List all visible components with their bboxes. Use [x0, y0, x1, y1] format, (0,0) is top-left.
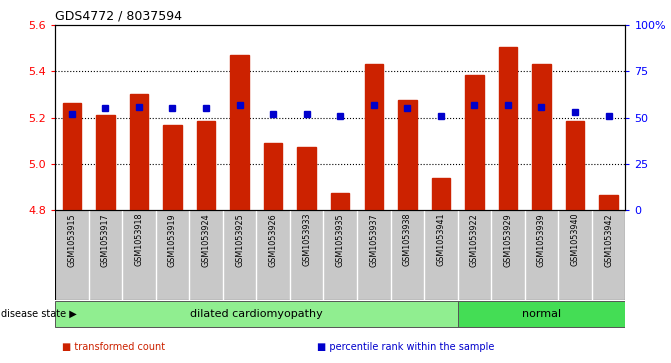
Text: GSM1053917: GSM1053917 — [101, 213, 110, 266]
Bar — [532, 64, 551, 210]
Text: GSM1053939: GSM1053939 — [537, 213, 546, 266]
Text: GSM1053938: GSM1053938 — [403, 213, 412, 266]
Bar — [431, 178, 450, 210]
Text: GSM1053925: GSM1053925 — [235, 213, 244, 267]
Bar — [297, 147, 316, 210]
Text: dilated cardiomyopathy: dilated cardiomyopathy — [190, 309, 323, 319]
Text: GSM1053919: GSM1053919 — [168, 213, 177, 266]
Text: GSM1053935: GSM1053935 — [336, 213, 345, 266]
Text: ■ transformed count: ■ transformed count — [62, 342, 165, 352]
Text: GSM1053915: GSM1053915 — [67, 213, 76, 266]
Text: GSM1053924: GSM1053924 — [201, 213, 211, 266]
Text: GSM1053922: GSM1053922 — [470, 213, 479, 267]
Text: GSM1053926: GSM1053926 — [268, 213, 278, 266]
Bar — [364, 64, 383, 210]
Text: GSM1053940: GSM1053940 — [570, 213, 580, 266]
Text: normal: normal — [522, 309, 561, 319]
Text: GSM1053937: GSM1053937 — [369, 213, 378, 266]
Bar — [96, 115, 115, 210]
Bar — [458, 301, 625, 327]
Bar — [62, 103, 81, 210]
Text: disease state ▶: disease state ▶ — [1, 309, 77, 319]
Bar — [566, 121, 584, 210]
Bar — [55, 301, 458, 327]
Bar — [465, 75, 484, 210]
Bar — [264, 143, 282, 210]
Text: GSM1053942: GSM1053942 — [604, 213, 613, 266]
Text: GSM1053929: GSM1053929 — [503, 213, 513, 267]
Text: GSM1053941: GSM1053941 — [436, 213, 446, 266]
Text: GSM1053933: GSM1053933 — [302, 213, 311, 266]
Bar — [230, 55, 249, 210]
Text: GSM1053918: GSM1053918 — [134, 213, 144, 266]
Bar — [130, 94, 148, 210]
Bar — [163, 125, 182, 210]
Bar — [331, 193, 350, 210]
Bar — [197, 121, 215, 210]
Bar — [398, 100, 417, 210]
Text: GDS4772 / 8037594: GDS4772 / 8037594 — [55, 9, 182, 23]
Bar — [599, 195, 618, 210]
Text: ■ percentile rank within the sample: ■ percentile rank within the sample — [317, 342, 494, 352]
Bar — [499, 47, 517, 210]
